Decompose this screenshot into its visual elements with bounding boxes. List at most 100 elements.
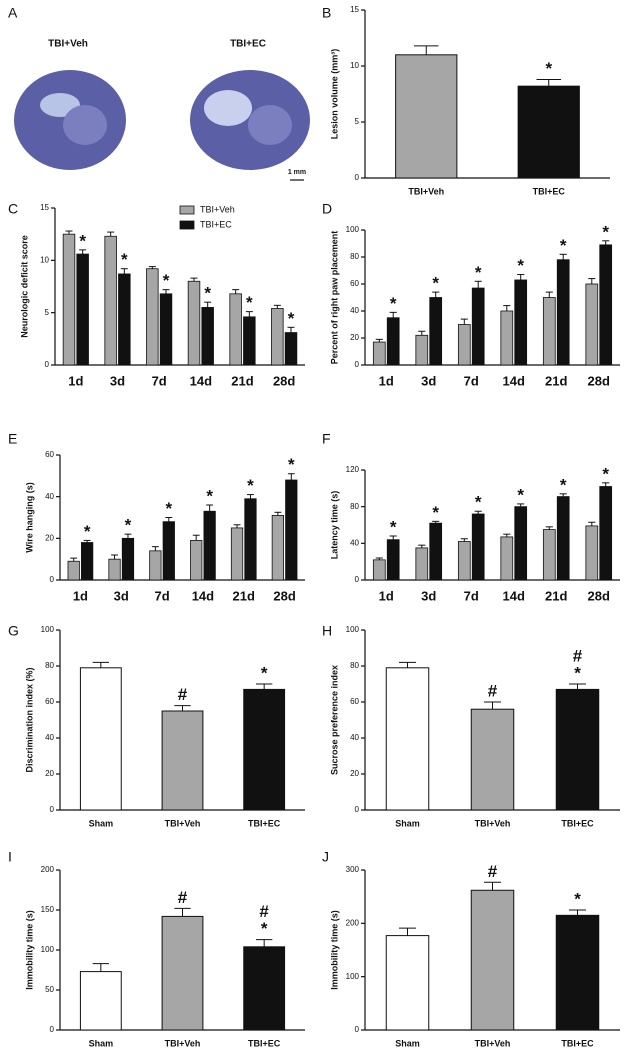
y-tick-label: 100 [41,625,55,634]
legend-swatch [179,205,195,215]
bar [203,510,216,581]
bar [415,547,429,581]
panel-label: C [8,201,18,217]
bar [243,316,256,366]
bar [67,560,80,581]
panel-label: J [322,849,329,865]
bar [372,341,386,366]
bar [118,273,131,366]
annotation: # [259,902,269,921]
bar [201,307,214,366]
y-tick-label: 5 [45,308,50,317]
y-tick-label: 20 [350,333,359,342]
bar [190,540,203,581]
bar [79,971,122,1031]
chart-panel: I 0 50 100 150 200 Immobility time (s) Sham # TBI… [8,849,305,1048]
y-tick-label: 100 [41,945,55,954]
x-tick-label: 1d [73,588,88,603]
annotation: * [475,263,482,282]
x-tick-label: 1d [379,588,394,603]
bar [514,279,528,366]
brain-region [248,105,292,145]
annotation: # [573,646,583,665]
chart-panel: G 0 20 40 60 80 100 Discrimination index (%) Sha… [8,623,305,828]
y-tick-label: 100 [346,625,360,634]
bar [599,244,613,366]
annotation: * [574,663,581,682]
annotation: * [574,889,581,908]
y-tick-label: 0 [355,575,360,584]
bar [62,233,76,366]
panel-label: F [322,431,331,447]
y-tick-label: 20 [350,769,359,778]
bar [542,297,556,366]
bar [187,280,201,366]
annotation: * [432,274,439,293]
y-axis-label: Lesion volume (mm³) [329,49,339,140]
bar [79,667,122,811]
x-tick-label: 21d [233,588,255,603]
panel-label: E [8,431,17,447]
annotation: * [121,250,128,269]
annotation: * [602,464,609,483]
y-tick-label: 60 [350,279,359,288]
y-tick-label: 80 [350,502,359,511]
bar [555,914,600,1031]
bar [271,515,284,581]
y-axis-label: Sucrose preference index [329,665,339,775]
y-tick-label: 200 [41,865,55,874]
x-tick-label: TBI+EC [561,1038,594,1048]
bar [271,308,284,366]
annotation: * [432,503,439,522]
annotation: * [475,493,482,512]
y-tick-label: 100 [346,972,360,981]
y-tick-label: 0 [50,1025,55,1034]
y-axis-label: Percent of right paw placement [329,231,339,365]
scale-label: 1 mm [288,169,306,176]
y-tick-label: 20 [45,533,54,542]
y-axis-label: Discrimination index (%) [24,667,34,772]
bar [556,259,570,366]
x-tick-label: 21d [231,373,253,388]
bar [372,559,386,581]
y-tick-label: 20 [45,769,54,778]
bar [385,667,430,811]
bar [585,525,599,581]
y-tick-label: 40 [350,306,359,315]
y-axis-label: Immobility time (s) [329,910,339,990]
annotation: * [84,522,91,541]
bar [599,486,613,581]
y-tick-label: 120 [346,465,360,474]
y-tick-label: 60 [45,450,54,459]
bar [284,332,298,366]
bar [429,297,443,366]
y-tick-label: 0 [355,805,360,814]
bar [514,506,528,581]
annotation: # [488,862,498,881]
x-tick-label: 21d [545,373,567,388]
x-tick-label: 3d [421,588,436,603]
x-tick-label: 3d [421,373,436,388]
y-tick-label: 15 [40,203,49,212]
x-tick-label: 28d [273,588,295,603]
bar [230,527,244,581]
panel-label: H [322,623,332,639]
legend-label: TBI+EC [200,219,232,229]
annotation: * [560,236,567,255]
legend-swatch [179,220,195,230]
chart-panel: B 0 5 10 15 Lesion volume (mm³) TBI+Veh * TBI+EC [322,5,610,196]
annotation: * [247,476,254,495]
x-tick-label: 3d [110,373,125,388]
bar [395,54,458,179]
legend-label: TBI+Veh [200,204,235,214]
x-tick-label: 3d [114,588,129,603]
y-tick-label: 100 [346,225,360,234]
x-tick-label: 7d [154,588,169,603]
annotation: * [545,59,552,78]
caption: TBI+EC [230,39,266,50]
bar [162,521,175,581]
x-tick-label: 28d [588,373,610,388]
y-tick-label: 0 [355,360,360,369]
panel-label: A [8,5,18,21]
